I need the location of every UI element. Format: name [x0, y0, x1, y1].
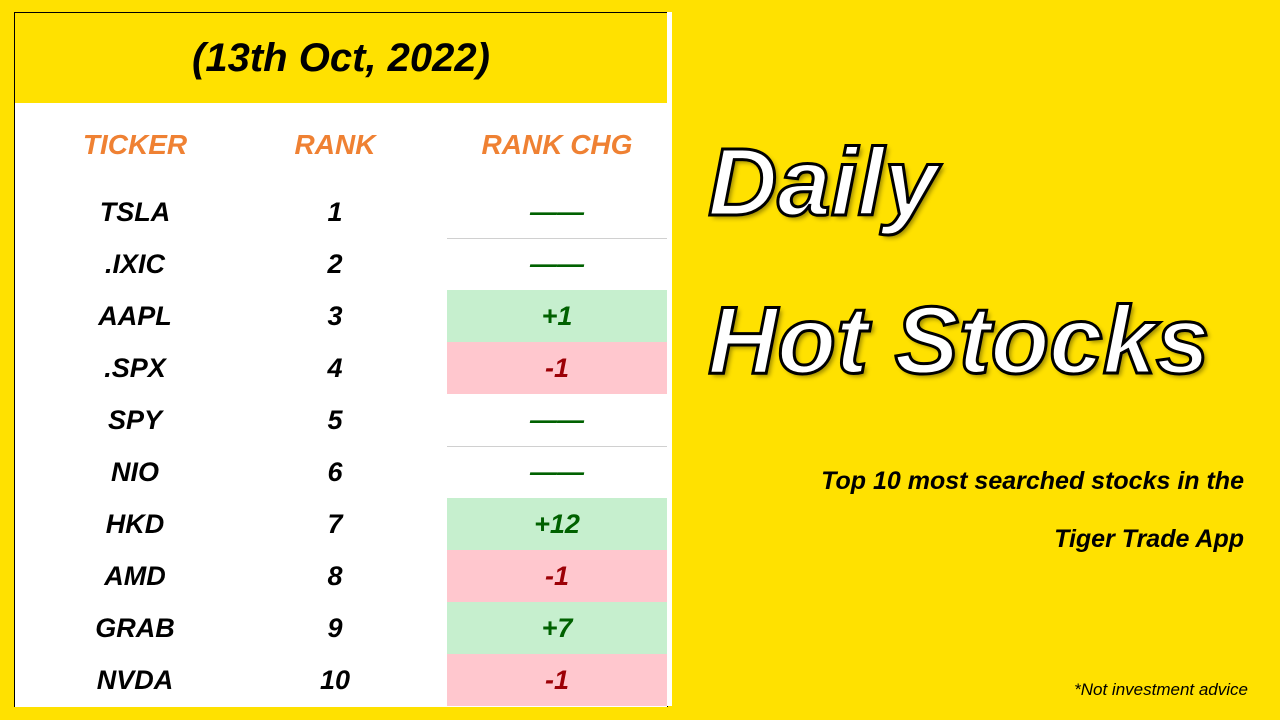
rank-change-cell: —— [530, 457, 584, 487]
ticker-cell: .SPX [104, 353, 166, 383]
rank-change-cell: -1 [447, 342, 667, 394]
column-header-ticker: TICKER [82, 129, 188, 160]
table-row: HKD 7 +12 [15, 498, 667, 550]
column-header-rank-chg: RANK CHG [481, 129, 633, 160]
rank-change-cell: +7 [447, 602, 667, 654]
rank-change-cell: -1 [447, 550, 667, 602]
subtitle-line-1: Top 10 most searched stocks in the [821, 467, 1244, 495]
rank-cell: 4 [327, 353, 343, 383]
table-row: NVDA 10 -1 [15, 654, 667, 706]
table-row: TSLA 1 —— [15, 186, 667, 239]
table-row: .IXIC 2 —— [15, 238, 667, 290]
disclaimer: *Not investment advice [1074, 680, 1248, 699]
rank-change-cell: —— [447, 186, 667, 239]
rank-cell: 7 [327, 509, 343, 539]
rank-cell: 10 [319, 665, 351, 695]
column-header-rank: RANK [294, 129, 376, 160]
rank-change-cell: —— [530, 249, 584, 279]
column-headers: TICKER RANK RANK CHG [15, 125, 667, 165]
table-row: SPY 5 —— [15, 394, 667, 447]
ticker-cell: GRAB [95, 613, 175, 643]
rank-cell: 3 [327, 301, 343, 331]
rank-cell: 8 [327, 561, 343, 591]
table-row: AAPL 3 +1 [15, 290, 667, 342]
ticker-cell: AAPL [98, 301, 172, 331]
rank-change-cell: —— [447, 394, 667, 447]
table-date-header: (13th Oct, 2022) [15, 13, 667, 103]
rank-cell: 1 [327, 197, 343, 227]
table-row: GRAB 9 +7 [15, 602, 667, 654]
title-line-2: Hot Stocks [706, 286, 1210, 396]
ticker-cell: SPY [107, 405, 163, 435]
rank-cell: 2 [327, 249, 343, 279]
ticker-cell: TSLA [99, 197, 171, 227]
subtitle-line-2: Tiger Trade App [1054, 525, 1244, 553]
rank-change-cell: -1 [447, 654, 667, 706]
rank-change-cell: +12 [447, 498, 667, 550]
rank-cell: 5 [327, 405, 343, 435]
ticker-cell: NIO [110, 457, 159, 487]
table-row: NIO 6 —— [15, 446, 667, 498]
rank-cell: 6 [327, 457, 343, 487]
table-edge [667, 12, 672, 706]
table-row: AMD 8 -1 [15, 550, 667, 602]
ticker-cell: HKD [105, 509, 165, 539]
title-line-1: Daily [706, 128, 938, 238]
rank-cell: 9 [327, 613, 343, 643]
ticker-cell: AMD [104, 561, 166, 591]
ticker-cell: NVDA [96, 665, 174, 695]
ticker-cell: .IXIC [104, 249, 165, 279]
rank-change-cell: +1 [447, 290, 667, 342]
hot-stocks-table: (13th Oct, 2022) TICKER RANK RANK CHG TS… [14, 12, 668, 707]
table-row: .SPX 4 -1 [15, 342, 667, 394]
